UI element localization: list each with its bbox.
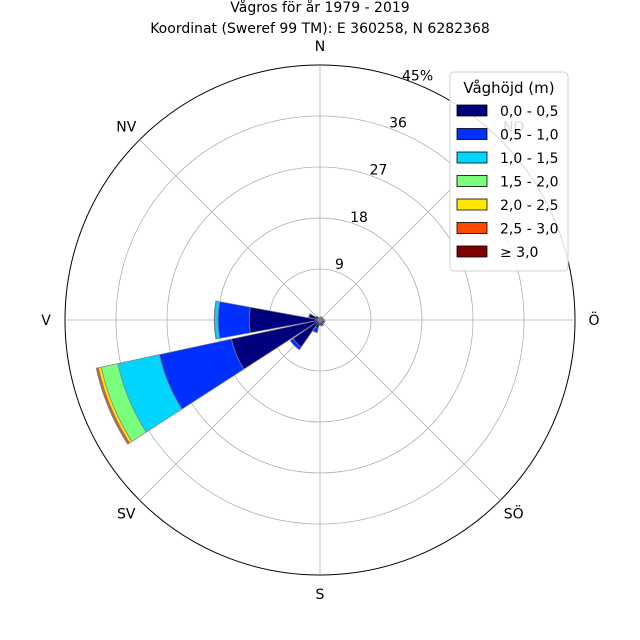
radial-tick-label: 18 [350,210,368,226]
rose-bars [95,300,326,445]
direction-label: S [316,587,325,603]
chart-title: Vågros för år 1979 - 2019 [230,0,409,16]
legend: Våghöjd (m) 0,0 - 0,5 0,5 - 1,0 1,0 - 1,5 1,… [449,71,569,272]
direction-label: V [41,313,51,329]
polar-grid [64,64,576,576]
legend-title: Våghöjd (m) [463,79,554,97]
legend-label: 2,0 - 2,5 [500,198,558,214]
grid-spoke [139,319,321,501]
radial-tick-label: 45% [402,68,433,84]
legend-label: ≥ 3,0 [500,245,538,261]
legend-swatch [456,222,488,234]
grid-spoke [139,139,321,321]
legend-label: 1,5 - 2,0 [500,175,558,191]
rose-bar-segment [217,301,251,339]
direction-label: N [315,39,325,55]
rose-bar-segment [289,338,302,351]
legend-label: 2,5 - 3,0 [500,222,558,238]
legend-swatch [456,175,488,187]
direction-label: SÖ [504,505,524,523]
rose-bar-segment [320,324,324,327]
legend-swatch [456,104,488,117]
direction-label: Ö [588,311,599,329]
legend-swatch [456,198,488,211]
rose-bar-segment [312,326,319,334]
legend-label: 1,0 - 1,5 [500,151,558,167]
legend-label: 0,5 - 1,0 [500,128,558,144]
legend-swatch [456,151,488,164]
chart-subtitle: Koordinat (Sweref 99 TM): E 360258, N 62… [150,21,490,37]
radial-tick-label: 9 [335,257,344,273]
legend-frame [449,71,569,272]
rose-bar-segment [318,324,322,327]
radial-tick-label: 36 [389,116,407,132]
legend-swatch [456,245,488,258]
rose-bar-segment [307,313,311,319]
direction-label: NV [116,119,136,135]
grid-spoke [319,319,501,501]
rose-bar-segment [317,316,321,321]
rose-bar-segment [95,367,129,445]
direction-label: SV [117,507,136,523]
legend-swatch [456,128,488,140]
legend-label: 0,0 - 0,5 [500,104,558,120]
rose-bar-segment [213,300,217,340]
radial-tick-label: 27 [370,163,388,179]
